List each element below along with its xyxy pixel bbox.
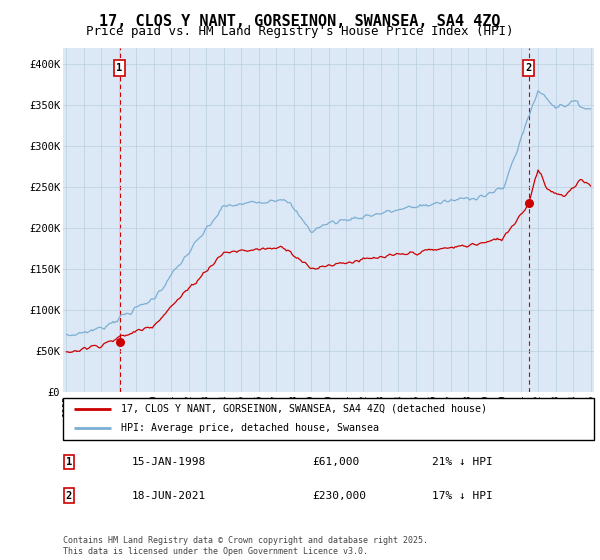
Text: 15-JAN-1998: 15-JAN-1998 <box>132 457 206 467</box>
Text: 21% ↓ HPI: 21% ↓ HPI <box>432 457 493 467</box>
Text: 2: 2 <box>66 491 72 501</box>
Text: 1: 1 <box>116 63 123 73</box>
Text: 2: 2 <box>526 63 532 73</box>
Text: HPI: Average price, detached house, Swansea: HPI: Average price, detached house, Swan… <box>121 423 379 433</box>
Text: £61,000: £61,000 <box>312 457 359 467</box>
Text: 17, CLOS Y NANT, GORSEINON, SWANSEA, SA4 4ZQ: 17, CLOS Y NANT, GORSEINON, SWANSEA, SA4… <box>99 14 501 29</box>
Text: 18-JUN-2021: 18-JUN-2021 <box>132 491 206 501</box>
Text: 17% ↓ HPI: 17% ↓ HPI <box>432 491 493 501</box>
Text: £230,000: £230,000 <box>312 491 366 501</box>
FancyBboxPatch shape <box>63 398 594 440</box>
Text: Price paid vs. HM Land Registry's House Price Index (HPI): Price paid vs. HM Land Registry's House … <box>86 25 514 38</box>
Text: Contains HM Land Registry data © Crown copyright and database right 2025.
This d: Contains HM Land Registry data © Crown c… <box>63 536 428 556</box>
Text: 17, CLOS Y NANT, GORSEINON, SWANSEA, SA4 4ZQ (detached house): 17, CLOS Y NANT, GORSEINON, SWANSEA, SA4… <box>121 404 487 414</box>
Text: 1: 1 <box>66 457 72 467</box>
